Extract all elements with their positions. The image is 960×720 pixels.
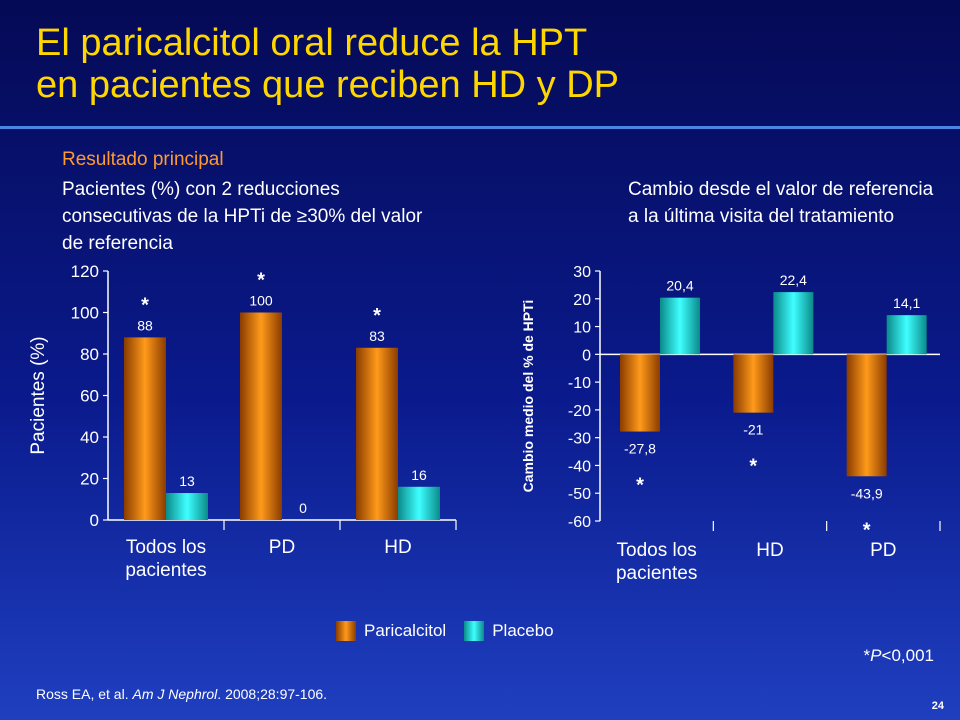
data-label: -27,8 (624, 441, 656, 457)
placebo-bar (660, 297, 700, 355)
x-tick-label: HD (756, 540, 783, 561)
placebo-bar (886, 315, 927, 355)
slide-title-line-1: El paricalcitol oral reduce la HPT (36, 22, 588, 64)
right-chart-subtitle: Cambio desde el valor de referencia a la… (628, 179, 934, 227)
chart-legend: Paricalcitol Placebo (336, 620, 572, 642)
paricalcitol-bar (620, 354, 660, 432)
citation-rest: . 2008;28:97-106. (217, 686, 328, 702)
y-tick-label: 60 (80, 387, 99, 406)
p-note-p: P (870, 646, 882, 665)
significance-star: * (257, 270, 265, 292)
y-tick-label: 20 (80, 470, 99, 489)
data-label: -43,9 (851, 485, 883, 501)
x-tick-label: PD (870, 540, 896, 561)
data-label: 13 (179, 473, 195, 489)
x-tick-label: Todos los (617, 540, 697, 561)
legend-swatch-paricalcitol (336, 621, 356, 641)
y-tick-label: 120 (71, 262, 99, 281)
significance-star: * (636, 475, 644, 497)
x-tick-label: pacientes (125, 560, 206, 581)
data-label: 88 (137, 317, 153, 333)
significance-star: * (373, 305, 381, 327)
legend-label-placebo: Placebo (492, 621, 554, 640)
x-tick-label: HD (384, 537, 411, 558)
page-number: 24 (931, 700, 944, 712)
y-tick-label: 10 (573, 320, 591, 337)
data-label: 100 (249, 293, 273, 309)
data-label: 14,1 (893, 295, 920, 311)
legend-item-paricalcitol: Paricalcitol (336, 621, 446, 641)
data-label: 0 (299, 500, 307, 516)
y-tick-label: -10 (568, 375, 591, 392)
significance-star: * (749, 456, 757, 478)
paricalcitol-bar (846, 354, 887, 477)
data-label: 83 (369, 328, 385, 344)
significance-star: * (141, 294, 149, 316)
y-tick-label: 0 (582, 347, 591, 364)
data-label: 20,4 (666, 278, 693, 294)
placebo-bar (773, 292, 814, 355)
slide-title: El paricalcitol oral reduce la HPT en pa… (36, 22, 619, 106)
data-label: 22,4 (780, 272, 807, 288)
paricalcitol-bar (240, 312, 282, 520)
placebo-bar (398, 486, 440, 520)
significance-star: * (863, 519, 871, 541)
y-axis-title: Cambio medio del % de HPTi (520, 300, 536, 493)
citation-journal: Am J Nephrol (132, 686, 218, 702)
data-label: 16 (411, 467, 427, 483)
p-note-star: * (863, 646, 871, 665)
y-tick-label: -30 (568, 431, 591, 448)
x-tick-label: pacientes (616, 563, 697, 584)
legend-item-placebo: Placebo (464, 621, 554, 641)
y-tick-label: 100 (71, 304, 99, 323)
legend-swatch-placebo (464, 621, 485, 641)
x-tick-label: PD (269, 537, 295, 558)
paricalcitol-bar (356, 347, 398, 520)
citation: Ross EA, et al. Am J Nephrol. 2008;28:97… (36, 686, 327, 702)
placebo-bar (166, 493, 208, 520)
data-label: -21 (743, 422, 763, 438)
y-tick-label: -40 (568, 458, 591, 475)
y-tick-label: 80 (80, 345, 99, 364)
x-tick-label: Todos los (126, 537, 206, 558)
legend-label-paricalcitol: Paricalcitol (364, 621, 447, 640)
y-tick-label: -20 (568, 403, 591, 420)
citation-authors: Ross EA, et al. (36, 686, 133, 702)
slide-title-line-2: en pacientes que reciben HD y DP (36, 64, 619, 106)
section-label: Resultado principal (62, 149, 224, 170)
left-chart-subtitle: Pacientes (%) con 2 reducciones consecut… (62, 179, 423, 254)
y-axis-title: Pacientes (%) (28, 336, 49, 454)
title-divider (0, 126, 960, 129)
paricalcitol-bar (733, 354, 774, 413)
paricalcitol-bar (124, 337, 166, 520)
y-tick-label: -60 (568, 514, 591, 531)
p-note-value: <0,001 (881, 646, 934, 665)
y-tick-label: 40 (80, 428, 99, 447)
y-tick-label: -50 (568, 486, 591, 503)
y-tick-label: 0 (90, 511, 99, 530)
y-tick-label: 20 (573, 292, 591, 309)
p-value-footnote: *P<0,001 (864, 646, 934, 666)
y-tick-label: 30 (573, 264, 591, 281)
